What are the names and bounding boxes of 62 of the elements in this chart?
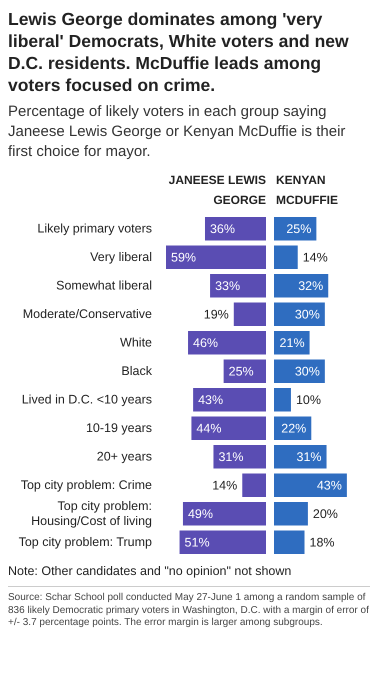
bar	[274, 388, 291, 412]
bar	[242, 474, 266, 497]
y-tick-label: White	[120, 335, 152, 350]
data-label: 20%	[312, 506, 338, 521]
y-tick-label: Black	[121, 364, 153, 378]
y-tick-label: Likely primary voters	[37, 221, 152, 236]
bar	[182, 502, 266, 526]
data-label: 43%	[316, 478, 342, 492]
bar	[180, 530, 266, 554]
bar	[210, 274, 266, 298]
data-label: 44%	[196, 421, 222, 436]
bar	[274, 530, 305, 554]
y-tick-label: Moderate/Conservative	[22, 306, 152, 321]
data-label: 21%	[280, 336, 305, 350]
data-label: 43%	[198, 392, 224, 407]
y-tick-label: Somewhat liberal	[56, 278, 152, 292]
bar	[274, 274, 328, 298]
y-tick-label: 10-19 years	[86, 420, 152, 435]
data-label: 31%	[296, 450, 322, 464]
y-tick-label: Top city problem: Housing/Cost of living	[31, 498, 152, 528]
y-tick-label: 20+ years	[96, 449, 152, 464]
bar	[274, 360, 325, 383]
chart-title: Lewis George dominates among 'very liberal' Democrats, White voters and new D.C. residents. McDuffie leads among voters focused on crime.	[8, 8, 350, 96]
y-tick-label: Top city problem: Crime	[20, 478, 152, 492]
bar	[188, 331, 266, 354]
bar	[274, 474, 347, 497]
y-tick-label: Very liberal	[90, 250, 152, 264]
data-label: 30%	[294, 364, 320, 378]
text: Note: Other candidates and "no opinion" not shown	[8, 564, 292, 578]
data-label: 18%	[310, 535, 335, 550]
data-label: 49%	[188, 506, 213, 521]
data-label: 33%	[215, 278, 240, 293]
bar	[213, 445, 266, 468]
x-axis-title: KENYAN MCDUFFIE	[276, 172, 339, 209]
y-tick-label: Top city problem: Trump	[18, 534, 152, 549]
bar	[191, 416, 266, 440]
y-tick-label: Lived in D.C. <10 years	[22, 392, 152, 406]
bar	[274, 445, 327, 468]
data-label: 25%	[286, 222, 312, 236]
data-label: 14%	[302, 250, 328, 264]
data-label: 30%	[294, 307, 320, 322]
data-label: 19%	[204, 307, 229, 322]
bar	[274, 302, 325, 326]
source-note: Source: Schar School poll conducted May 27-June 1 among a random sample of 836 likely Democratic primary voters in Washington, D.C. with a margin of error of +/- 3.7 percentage points. The error margin is larger among subgroups.	[8, 592, 370, 630]
data-label: 46%	[193, 336, 218, 350]
data-label: 59%	[171, 250, 196, 264]
data-label: 22%	[281, 421, 306, 436]
x-axis-title: JANEESE LEWIS GEORGE	[168, 172, 266, 209]
data-label: 14%	[212, 478, 238, 492]
bar	[193, 388, 266, 412]
data-label: 32%	[298, 278, 324, 293]
bar	[166, 246, 266, 269]
bar	[274, 246, 298, 269]
data-label: 36%	[210, 222, 236, 236]
data-label: 10%	[296, 392, 321, 407]
data-label: 25%	[228, 364, 254, 378]
data-label: 31%	[218, 450, 244, 464]
bar	[234, 302, 266, 326]
bar	[204, 217, 266, 240]
bar	[274, 502, 308, 526]
chart-subtitle: Percentage of likely voters in each group saying Janeese Lewis George or Kenyan McDuffie is their first choice for mayor.	[8, 102, 346, 162]
data-label: 51%	[184, 535, 210, 550]
